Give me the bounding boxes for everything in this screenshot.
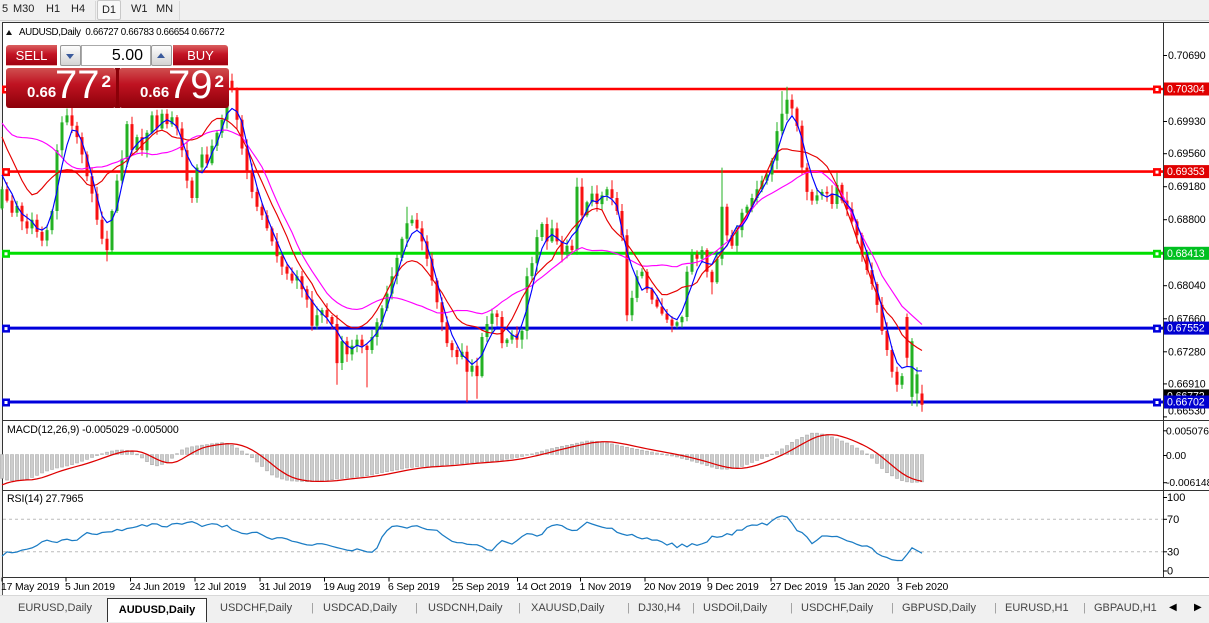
svg-text:12 Jul 2019: 12 Jul 2019 [194, 582, 246, 593]
svg-text:5 Jun 2019: 5 Jun 2019 [65, 582, 115, 593]
svg-text:0: 0 [1167, 566, 1173, 578]
svg-text:9 Dec 2019: 9 Dec 2019 [707, 582, 759, 593]
svg-text:1 Nov 2019: 1 Nov 2019 [580, 582, 632, 593]
svg-text:70: 70 [1167, 514, 1179, 526]
svg-text:0.69353: 0.69353 [1167, 166, 1205, 178]
svg-text:0.68800: 0.68800 [1168, 214, 1206, 226]
svg-text:0.005076: 0.005076 [1166, 426, 1209, 437]
svg-text:0.66910: 0.66910 [1168, 378, 1206, 390]
svg-text:3 Feb 2020: 3 Feb 2020 [897, 582, 948, 593]
svg-text:0.66702: 0.66702 [1167, 397, 1205, 409]
svg-text:0.00: 0.00 [1166, 451, 1186, 462]
svg-text:0.67552: 0.67552 [1167, 323, 1205, 335]
svg-text:100: 100 [1167, 492, 1185, 504]
svg-text:31 Jul 2019: 31 Jul 2019 [259, 582, 311, 593]
svg-text:0.68040: 0.68040 [1168, 280, 1206, 292]
svg-text:0.69180: 0.69180 [1168, 181, 1206, 193]
svg-text:0.70304: 0.70304 [1167, 84, 1205, 96]
svg-text:27 Dec 2019: 27 Dec 2019 [770, 582, 828, 593]
svg-text:19 Aug 2019: 19 Aug 2019 [324, 582, 381, 593]
svg-text:15 Jan 2020: 15 Jan 2020 [834, 582, 890, 593]
svg-text:25 Sep 2019: 25 Sep 2019 [452, 582, 510, 593]
svg-text:17 May 2019: 17 May 2019 [1, 582, 60, 593]
svg-text:MACD(12,26,9) -0.005029 -0.005: MACD(12,26,9) -0.005029 -0.005000 [7, 424, 179, 436]
svg-text:RSI(14) 27.7965: RSI(14) 27.7965 [7, 493, 83, 505]
svg-text:0.68413: 0.68413 [1167, 248, 1205, 260]
svg-text:0.67280: 0.67280 [1168, 346, 1206, 358]
svg-text:-0.006148: -0.006148 [1166, 478, 1209, 489]
svg-text:0.69930: 0.69930 [1168, 116, 1206, 128]
svg-text:20 Nov 2019: 20 Nov 2019 [644, 582, 702, 593]
svg-text:14 Oct 2019: 14 Oct 2019 [517, 582, 572, 593]
svg-text:0.70690: 0.70690 [1168, 50, 1206, 62]
svg-text:24 Jun 2019: 24 Jun 2019 [130, 582, 186, 593]
svg-text:0.69560: 0.69560 [1168, 148, 1206, 160]
svg-text:6 Sep 2019: 6 Sep 2019 [388, 582, 440, 593]
svg-text:30: 30 [1167, 546, 1179, 558]
